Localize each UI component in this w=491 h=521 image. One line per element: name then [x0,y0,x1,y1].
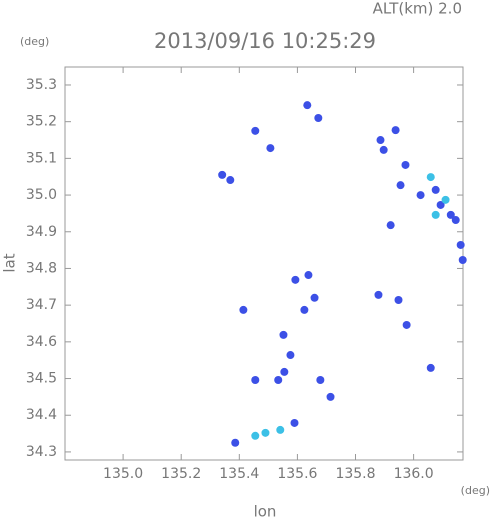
radar-echo [416,191,425,200]
radar-echo [276,425,285,434]
radar-echo [316,376,325,385]
radar-echo [303,101,312,110]
radar-echo [314,114,323,123]
x-tick-label: 135.2 [161,466,201,482]
radar-echo [304,271,313,280]
radar-echo [279,330,288,339]
radar-echo [402,320,411,329]
x-tick-label: 136.0 [394,466,434,482]
radar-echo [226,176,235,185]
y-tick-label: 35.0 [26,187,57,203]
radar-echo [266,144,275,153]
y-tick-label: 34.7 [26,297,57,313]
radar-echo [280,367,289,376]
radar-echo [431,185,440,194]
y-tick-label: 34.9 [26,224,57,240]
radar-echo [251,376,260,385]
x-tick-label: 135.4 [219,466,259,482]
y-tick-label: 34.3 [26,444,57,460]
radar-echo [401,160,410,169]
radar-echo [391,126,400,135]
radar-echo [426,363,435,372]
chart-title: 2013/09/16 10:25:29 [154,29,376,53]
x-axis-label: lon [254,503,277,521]
radar-echo [379,145,388,154]
radar-echo [231,438,240,447]
radar-echo [290,418,299,427]
x-tick-label: 135.8 [335,466,375,482]
y-tick-label: 34.4 [26,407,57,423]
radar-echo [274,376,283,385]
x-tick-label: 135.0 [103,466,143,482]
radar-echo [261,428,270,437]
y-unit: (deg) [20,35,49,48]
radar-echo [436,200,445,209]
radar-echo [310,293,319,302]
radar-echo [431,210,440,219]
y-tick-label: 34.8 [26,260,57,276]
radar-echo [291,275,300,284]
x-unit: (deg) [461,484,490,497]
radar-echo [251,431,260,440]
radar-echo [374,290,383,299]
radar-echo [458,256,467,265]
altitude-label: ALT(km) 2.0 [373,0,462,18]
radar-echo [251,126,260,135]
radar-echo [386,221,395,230]
radar-echo [394,296,403,305]
radar-echo [300,305,309,314]
y-tick-label: 35.2 [26,114,57,130]
radar-echo [286,351,295,360]
y-tick-label: 34.5 [26,371,57,387]
y-tick-label: 35.1 [26,150,57,166]
radar-echo [326,392,335,401]
radar-echo [451,216,460,225]
radar-echo [239,305,248,314]
y-tick-label: 34.6 [26,334,57,350]
radar-echo [218,170,227,179]
x-tick-label: 135.6 [277,466,317,482]
radar-echo [456,240,465,249]
plot-frame [64,66,464,461]
radar-echo [441,195,450,204]
y-axis-label: lat [1,253,19,272]
radar-echo [446,210,455,219]
radar-echo [396,181,405,190]
radar-echo [376,136,385,145]
radar-echo [426,173,435,182]
y-tick-label: 35.3 [26,77,57,93]
